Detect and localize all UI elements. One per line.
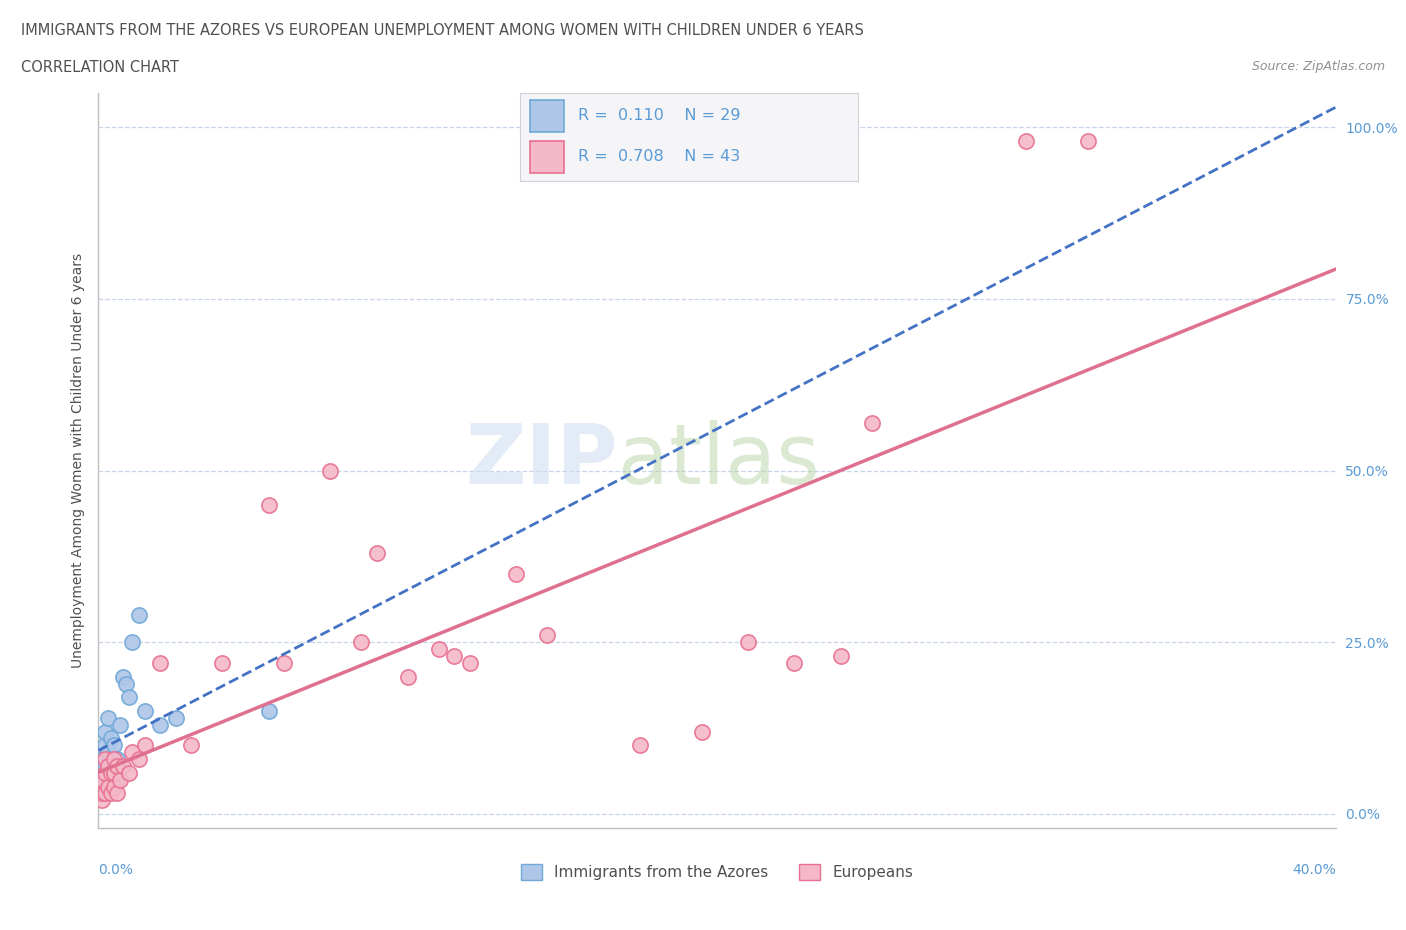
Point xyxy=(105,751,128,766)
Point xyxy=(118,690,141,705)
Point xyxy=(103,751,125,766)
Point xyxy=(783,656,806,671)
Point xyxy=(1077,134,1099,149)
Point xyxy=(105,772,128,787)
Point xyxy=(100,772,122,787)
Point xyxy=(100,731,122,746)
Point xyxy=(108,717,131,732)
Point xyxy=(319,463,342,478)
Point xyxy=(93,765,115,780)
Point xyxy=(257,703,280,718)
Point xyxy=(90,765,112,780)
Point xyxy=(180,737,202,752)
Point xyxy=(628,737,651,752)
Point xyxy=(121,635,143,650)
Point xyxy=(458,656,481,671)
Point xyxy=(93,737,115,752)
Point xyxy=(134,737,156,752)
Point xyxy=(103,765,125,780)
Text: Source: ZipAtlas.com: Source: ZipAtlas.com xyxy=(1251,60,1385,73)
Point xyxy=(90,751,112,766)
Point xyxy=(97,711,120,725)
Point xyxy=(134,703,156,718)
Point xyxy=(830,648,852,663)
Point xyxy=(108,772,131,787)
Point xyxy=(257,498,280,512)
Point xyxy=(211,656,233,671)
Point xyxy=(105,759,128,774)
Point xyxy=(100,786,122,801)
Point xyxy=(366,546,388,561)
Point xyxy=(505,566,527,581)
Point xyxy=(105,786,128,801)
Point xyxy=(350,635,373,650)
Point xyxy=(97,745,120,760)
Point xyxy=(536,628,558,643)
Legend: Immigrants from the Azores, Europeans: Immigrants from the Azores, Europeans xyxy=(515,858,920,886)
Point xyxy=(90,786,112,801)
Point xyxy=(90,792,112,807)
Point xyxy=(128,607,150,622)
Text: ZIP: ZIP xyxy=(465,419,619,501)
Point xyxy=(103,779,125,794)
Point xyxy=(93,751,115,766)
Point xyxy=(690,724,713,739)
Point xyxy=(93,759,115,774)
Point xyxy=(103,779,125,794)
Point xyxy=(93,772,115,787)
Point xyxy=(118,765,141,780)
Point xyxy=(97,779,120,794)
Point xyxy=(149,656,172,671)
Point xyxy=(103,759,125,774)
Point xyxy=(90,779,112,794)
Point xyxy=(737,635,759,650)
Point xyxy=(273,656,295,671)
Point xyxy=(443,648,465,663)
Point xyxy=(396,670,419,684)
Point xyxy=(121,745,143,760)
Point xyxy=(860,415,883,430)
Point xyxy=(149,717,172,732)
Point xyxy=(165,711,187,725)
Point xyxy=(427,642,450,657)
Text: IMMIGRANTS FROM THE AZORES VS EUROPEAN UNEMPLOYMENT AMONG WOMEN WITH CHILDREN UN: IMMIGRANTS FROM THE AZORES VS EUROPEAN U… xyxy=(21,23,863,38)
Point xyxy=(93,786,115,801)
Point xyxy=(112,759,135,774)
Text: R =  0.708    N = 43: R = 0.708 N = 43 xyxy=(578,149,740,164)
Point xyxy=(128,751,150,766)
Point xyxy=(97,765,120,780)
FancyBboxPatch shape xyxy=(530,100,564,132)
Point xyxy=(1015,134,1038,149)
Text: CORRELATION CHART: CORRELATION CHART xyxy=(21,60,179,75)
Text: 40.0%: 40.0% xyxy=(1292,862,1336,877)
Point xyxy=(90,772,112,787)
Point xyxy=(115,676,138,691)
Y-axis label: Unemployment Among Women with Children Under 6 years: Unemployment Among Women with Children U… xyxy=(70,253,84,668)
FancyBboxPatch shape xyxy=(530,140,564,173)
Text: R =  0.110    N = 29: R = 0.110 N = 29 xyxy=(578,109,740,124)
Text: 0.0%: 0.0% xyxy=(98,862,134,877)
Text: atlas: atlas xyxy=(619,419,820,501)
Point xyxy=(112,670,135,684)
Point xyxy=(97,779,120,794)
Point xyxy=(103,737,125,752)
Point xyxy=(100,765,122,780)
Point xyxy=(93,724,115,739)
Point xyxy=(97,759,120,774)
Point xyxy=(100,751,122,766)
